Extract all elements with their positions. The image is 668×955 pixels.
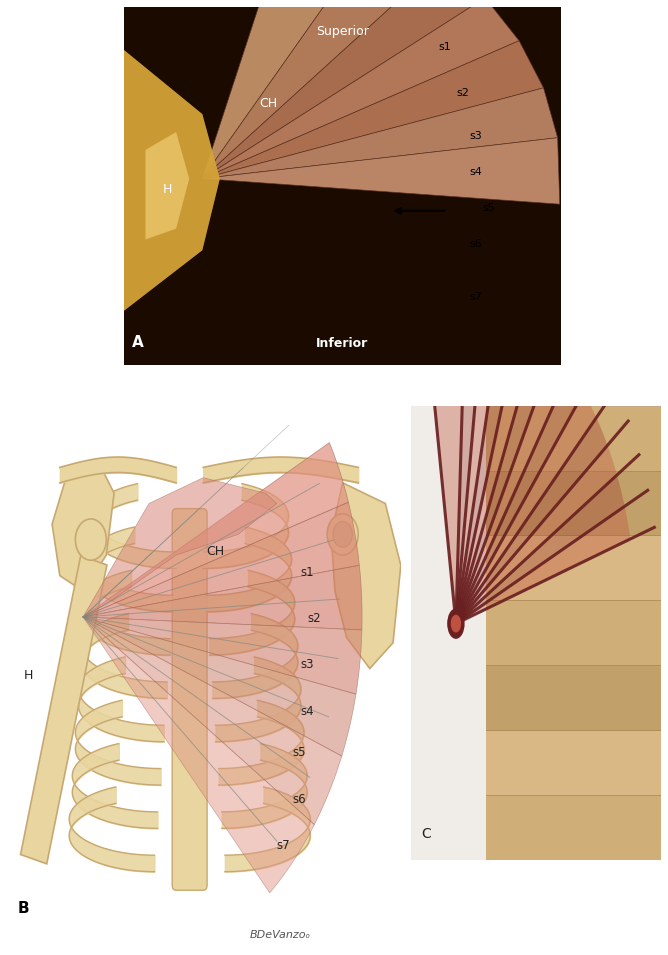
Bar bbox=[474, 536, 661, 601]
Text: s5: s5 bbox=[482, 202, 495, 213]
Text: CH: CH bbox=[259, 97, 277, 110]
Polygon shape bbox=[124, 50, 220, 311]
Polygon shape bbox=[83, 617, 315, 893]
Polygon shape bbox=[331, 483, 401, 668]
Text: CH: CH bbox=[206, 545, 224, 558]
Text: B: B bbox=[17, 901, 29, 916]
Polygon shape bbox=[202, 0, 442, 179]
Bar bbox=[474, 601, 661, 665]
Polygon shape bbox=[456, 334, 601, 624]
Polygon shape bbox=[456, 265, 530, 624]
Bar bbox=[474, 665, 661, 730]
Text: s3: s3 bbox=[300, 659, 313, 671]
Bar bbox=[474, 406, 661, 471]
Text: H: H bbox=[24, 668, 33, 682]
Bar bbox=[474, 795, 661, 860]
Polygon shape bbox=[83, 442, 349, 617]
Text: s6: s6 bbox=[293, 793, 306, 806]
Bar bbox=[474, 471, 661, 536]
Polygon shape bbox=[456, 311, 585, 624]
Polygon shape bbox=[456, 276, 549, 624]
Circle shape bbox=[75, 519, 106, 561]
Polygon shape bbox=[83, 617, 342, 824]
Polygon shape bbox=[83, 617, 356, 756]
Polygon shape bbox=[21, 556, 107, 864]
Polygon shape bbox=[124, 50, 220, 311]
Polygon shape bbox=[456, 455, 648, 624]
Text: A: A bbox=[132, 335, 144, 350]
Text: s2: s2 bbox=[456, 88, 469, 98]
Circle shape bbox=[448, 609, 464, 638]
Text: s2: s2 bbox=[308, 612, 321, 626]
Polygon shape bbox=[146, 132, 189, 240]
Bar bbox=[474, 730, 661, 795]
Polygon shape bbox=[83, 565, 362, 630]
Polygon shape bbox=[83, 502, 359, 617]
Polygon shape bbox=[456, 361, 615, 624]
Polygon shape bbox=[456, 256, 509, 624]
Circle shape bbox=[452, 615, 460, 632]
Text: s4: s4 bbox=[469, 167, 482, 177]
Polygon shape bbox=[202, 0, 519, 179]
Polygon shape bbox=[202, 41, 544, 179]
Polygon shape bbox=[52, 462, 114, 591]
Text: BDeVanzoₒ: BDeVanzoₒ bbox=[250, 930, 311, 940]
Polygon shape bbox=[456, 292, 568, 624]
Polygon shape bbox=[202, 88, 558, 179]
FancyBboxPatch shape bbox=[172, 509, 207, 890]
Text: Superior: Superior bbox=[316, 25, 369, 37]
Text: s7: s7 bbox=[469, 292, 482, 303]
Text: C: C bbox=[421, 827, 431, 841]
Polygon shape bbox=[83, 617, 362, 694]
Polygon shape bbox=[202, 138, 560, 204]
Circle shape bbox=[333, 521, 353, 547]
Text: H: H bbox=[162, 183, 172, 196]
Polygon shape bbox=[202, 0, 485, 179]
Text: s7: s7 bbox=[277, 839, 291, 852]
Polygon shape bbox=[456, 252, 488, 624]
Text: s3: s3 bbox=[469, 131, 482, 141]
Polygon shape bbox=[202, 0, 381, 179]
Text: s5: s5 bbox=[293, 746, 306, 759]
Polygon shape bbox=[456, 421, 639, 624]
Circle shape bbox=[327, 514, 358, 555]
Polygon shape bbox=[83, 478, 277, 617]
Text: s1: s1 bbox=[439, 42, 452, 52]
Text: Inferior: Inferior bbox=[316, 337, 369, 350]
Text: s1: s1 bbox=[300, 565, 314, 579]
Polygon shape bbox=[456, 390, 628, 624]
Polygon shape bbox=[456, 490, 655, 624]
Polygon shape bbox=[420, 252, 467, 624]
Bar bbox=[411, 406, 486, 860]
Text: s6: s6 bbox=[469, 239, 482, 248]
Text: s4: s4 bbox=[300, 705, 314, 718]
